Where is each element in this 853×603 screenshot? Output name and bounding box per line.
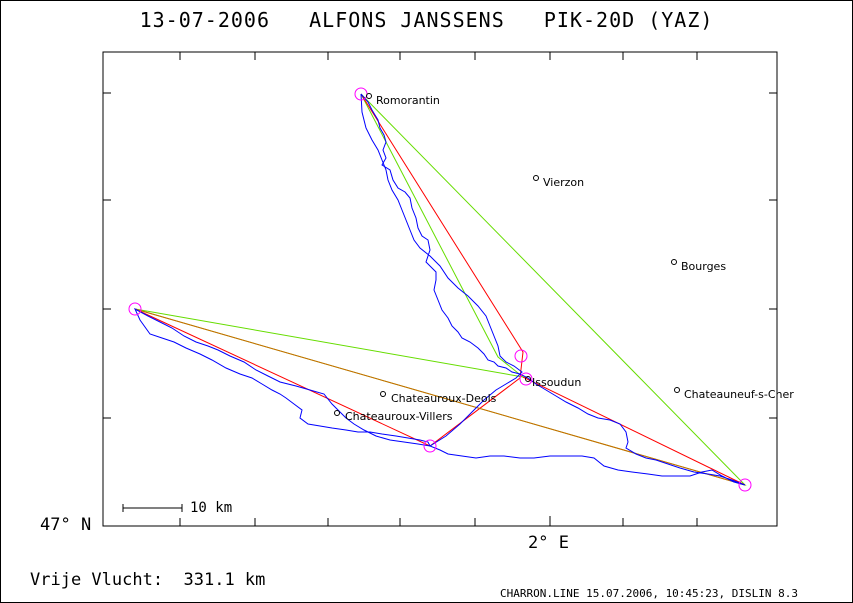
turnpoint-issoudun <box>519 372 533 386</box>
red-route-2 <box>522 376 746 486</box>
town-marker-romorantin <box>366 93 372 99</box>
axis-ticks <box>103 52 777 526</box>
town-label-chateauroux-deols: Chateauroux-Deols <box>391 392 497 405</box>
town-marker-chateauroux-villers <box>334 410 340 416</box>
flight-title: 13-07-2006 ALFONS JANSSENS PIK-20D (YAZ) <box>139 8 714 32</box>
town-label-bourges: Bourges <box>681 260 726 273</box>
town-marker-issoudun <box>525 376 531 382</box>
town-marker-bourges <box>671 259 677 265</box>
town-marker-vierzon <box>533 175 539 181</box>
town-label-issoudun: Issoudun <box>532 376 581 389</box>
turnpoint-issoudun-north <box>514 349 528 363</box>
green-route <box>134 93 747 487</box>
town-label-romorantin: Romorantin <box>376 94 440 107</box>
gps-track <box>133 93 746 486</box>
town-label-vierzon: Vierzon <box>543 176 584 189</box>
orange-route <box>134 308 746 486</box>
latitude-label: 47° N <box>40 515 92 535</box>
turnpoints <box>128 87 752 492</box>
distance-label: Vrije Vlucht: 331.1 km <box>30 570 266 590</box>
towns <box>334 93 680 416</box>
town-marker-chateauneuf <box>674 387 680 393</box>
longitude-label: 2° E <box>528 533 569 553</box>
task-lines <box>134 93 747 487</box>
town-label-chateauneuf: Chateauneuf-s-Cher <box>684 388 794 401</box>
scale-label: 10 km <box>190 500 233 516</box>
town-label-chateauroux-villers: Chateauroux-Villers <box>345 410 453 423</box>
scale-bar <box>122 504 183 512</box>
turnpoint-east <box>738 478 752 492</box>
turnpoint-south <box>423 439 437 453</box>
town-marker-chateauroux-deols <box>380 391 386 397</box>
credit-line: CHARRON.LINE 15.07.2006, 10:45:23, DISLI… <box>500 587 799 600</box>
turnpoint-west <box>128 302 142 316</box>
plot-border <box>102 51 778 527</box>
